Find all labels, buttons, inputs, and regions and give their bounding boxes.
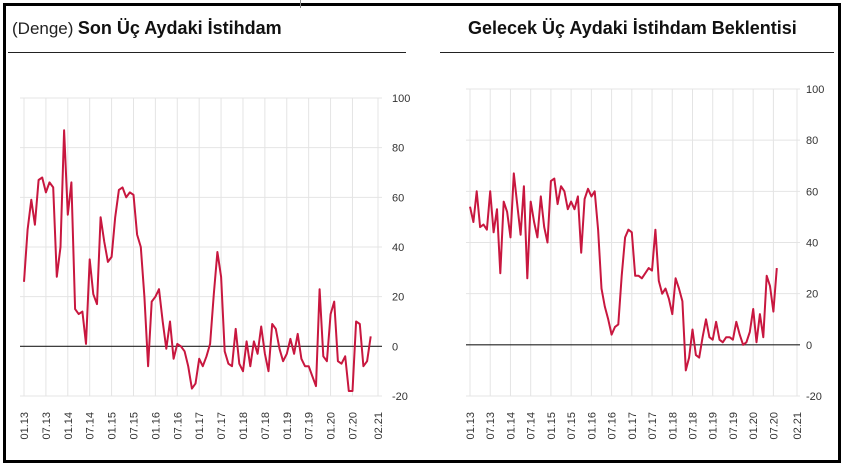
x-tick-label: 01.16 [586,412,598,440]
x-tick-label: 07.15 [566,412,578,440]
figure-frame [3,3,841,463]
x-tick-label: 01.14 [63,412,75,440]
y-tick-label: 40 [392,242,404,254]
x-tick-label: 01.13 [465,412,477,440]
x-tick-label: 01.20 [326,412,338,440]
y-tick-label: 80 [806,135,818,147]
x-tick-label: 02.21 [792,412,804,440]
y-tick-label: 100 [392,93,410,105]
x-tick-label: 07.14 [85,412,97,440]
x-tick-label: 01.18 [238,412,250,440]
x-tick-label: 02.21 [373,412,385,440]
x-tick-label: 01.19 [708,412,720,440]
x-tick-label: 01.17 [627,412,639,440]
y-tick-label: 60 [806,186,818,198]
x-tick-label: 07.20 [347,412,359,440]
x-tick-label: 01.17 [194,412,206,440]
x-tick-label: 07.15 [128,412,140,440]
x-tick-label: 01.14 [505,412,517,440]
x-tick-label: 07.20 [768,412,780,440]
left-panel-title: (Denge) Son Üç Aydaki İstihdam [12,18,282,44]
x-tick-label: 07.13 [41,412,53,440]
y-tick-label: 0 [392,341,398,353]
right-panel-title-text: Gelecek Üç Aydaki İstihdam Beklentisi [468,18,797,38]
series-line [469,172,778,372]
x-tick-label: 01.18 [667,412,679,440]
x-tick-label: 07.16 [607,412,619,440]
x-tick-label: 01.15 [107,412,119,440]
right-panel-title: Gelecek Üç Aydaki İstihdam Beklentisi [468,18,797,44]
x-tick-label: 01.19 [282,412,294,440]
top-marker [300,0,301,8]
y-tick-label: 80 [392,143,404,155]
y-tick-label: 40 [806,238,818,250]
x-tick-label: 01.20 [748,412,760,440]
left-panel-prefix: (Denge) [12,19,74,38]
left-title-rule [8,52,406,53]
x-tick-label: 07.16 [172,412,184,440]
x-tick-label: 01.15 [546,412,558,440]
y-tick-label: 20 [806,289,818,301]
x-tick-label: 07.17 [216,412,228,440]
x-tick-label: 07.18 [260,412,272,440]
x-tick-label: 07.13 [485,412,497,440]
x-tick-label: 01.16 [150,412,162,440]
x-tick-label: 07.14 [526,412,538,440]
x-tick-label: 07.19 [728,412,740,440]
x-tick-label: 07.19 [304,412,316,440]
x-tick-label: 07.18 [687,412,699,440]
y-tick-label: -20 [392,391,408,403]
y-tick-label: 60 [392,192,404,204]
y-tick-label: 0 [806,340,812,352]
y-tick-label: 20 [392,292,404,304]
y-tick-label: 100 [806,84,824,96]
x-tick-label: 07.17 [647,412,659,440]
y-tick-label: -20 [806,391,822,403]
left-panel-title-text: Son Üç Aydaki İstihdam [77,18,282,38]
right-title-rule [440,52,834,53]
series-line [23,129,372,392]
x-tick-label: 01.13 [19,412,31,440]
